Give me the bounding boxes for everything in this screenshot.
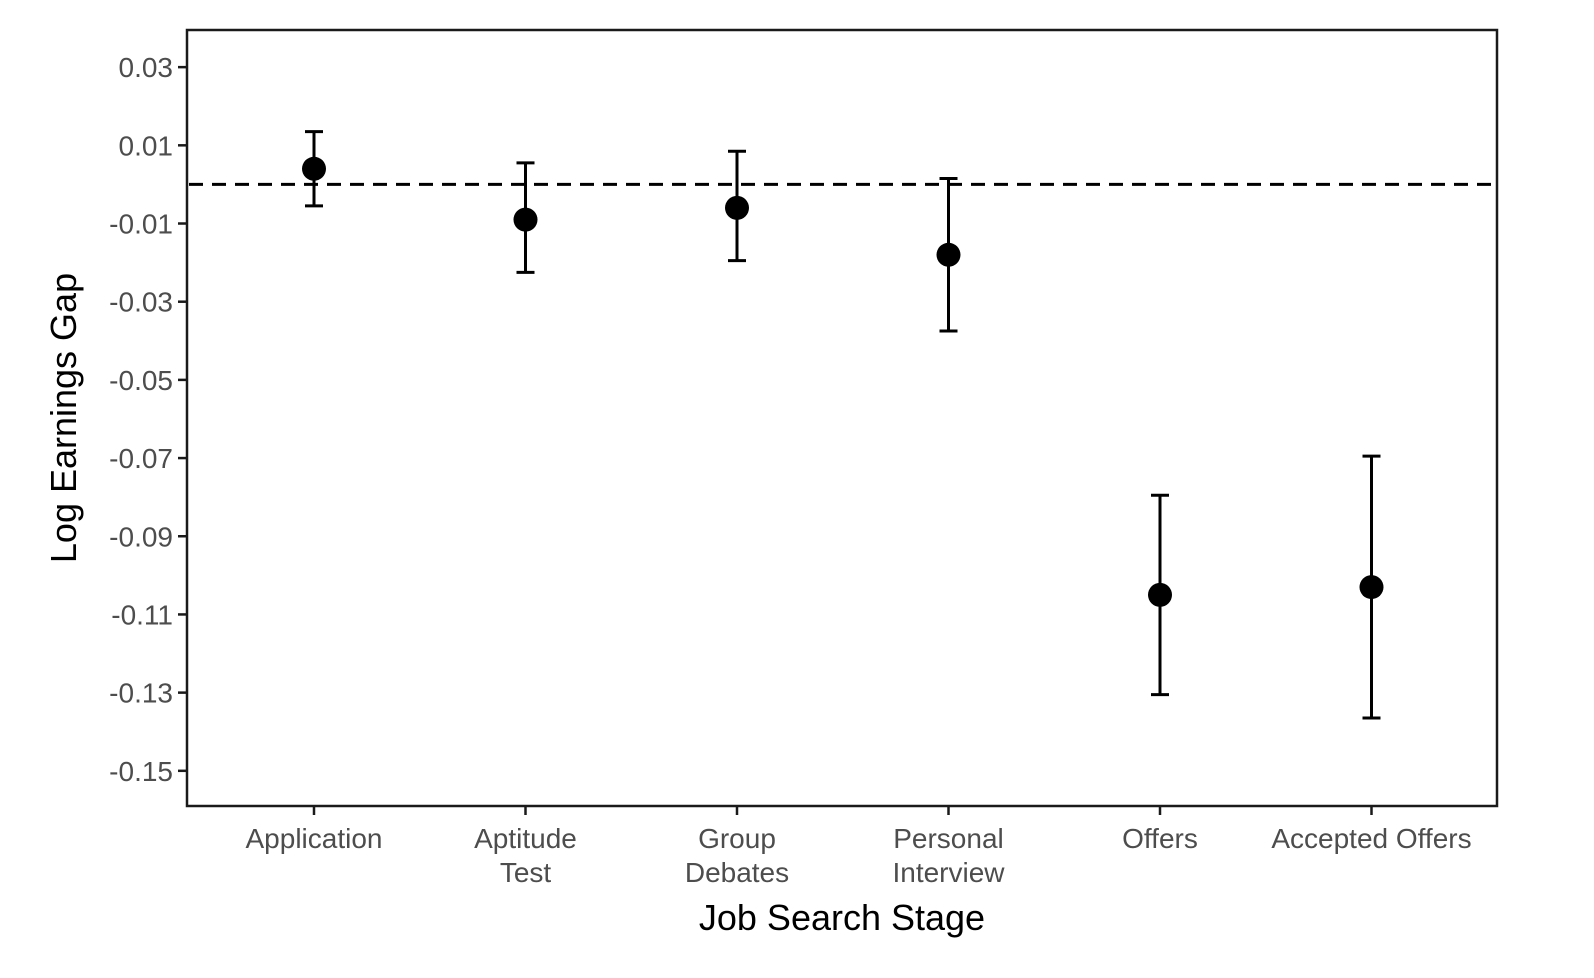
y-tick-label: -0.05	[109, 365, 173, 396]
x-tick-label-line: Interview	[892, 857, 1005, 888]
y-tick-label: 0.01	[119, 130, 174, 161]
data-point-group	[513, 161, 538, 274]
data-point	[936, 242, 961, 267]
x-tick-label: Application	[246, 823, 383, 854]
x-axis: Application Aptitude Test Group Debates Perso…	[246, 806, 1472, 888]
x-tick-label: Offers	[1122, 823, 1198, 854]
x-tick-label-line: Application	[246, 823, 383, 854]
data-point-group	[1359, 454, 1384, 720]
x-axis-title: Job Search Stage	[699, 897, 985, 938]
y-tick-label: -0.01	[109, 209, 173, 240]
data-point	[725, 195, 749, 220]
x-tick-label-line: Group	[698, 823, 776, 854]
data-point-group	[725, 149, 749, 263]
y-tick-label: -0.11	[111, 599, 173, 630]
data-marks	[302, 130, 1384, 720]
y-tick-label: -0.07	[109, 443, 173, 474]
y-tick-label: -0.15	[109, 756, 173, 787]
data-point	[1359, 575, 1384, 600]
plot-panel	[185, 28, 1499, 808]
data-point-group	[1148, 493, 1172, 697]
y-tick-label: -0.09	[109, 521, 173, 552]
x-tick-label-line: Offers	[1122, 823, 1198, 854]
data-point	[1148, 582, 1172, 607]
data-point	[513, 207, 538, 232]
y-axis: 0.03 0.01 -0.01 -0.03 -0.05 -0.07 -0.09 -0.11 -0…	[109, 52, 187, 787]
x-tick-label: Aptitude Test	[474, 823, 577, 888]
data-point-group	[936, 177, 961, 333]
x-tick-label-line: Accepted Offers	[1271, 823, 1471, 854]
y-axis-title: Log Earnings Gap	[43, 273, 84, 563]
x-tick-label-line: Personal	[893, 823, 1004, 854]
x-tick-label: Group Debates	[685, 823, 789, 888]
data-point	[302, 156, 326, 181]
x-tick-label: Personal Interview	[892, 823, 1005, 888]
x-tick-label-line: Aptitude	[474, 823, 577, 854]
data-point-group	[302, 130, 326, 208]
x-tick-label: Accepted Offers	[1271, 823, 1471, 854]
y-tick-label: -0.13	[109, 678, 173, 709]
y-tick-label: 0.03	[119, 52, 174, 83]
y-tick-label: -0.03	[109, 287, 173, 318]
x-tick-label-line: Test	[500, 857, 552, 888]
x-tick-label-line: Debates	[685, 857, 789, 888]
